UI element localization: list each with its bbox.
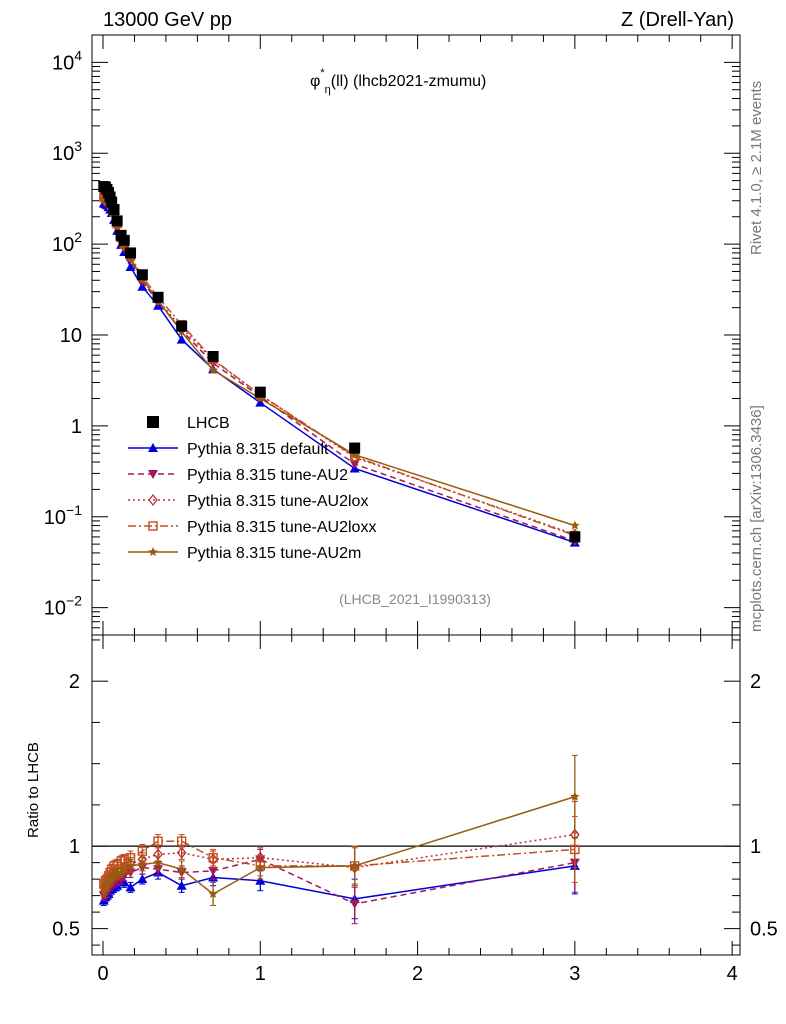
ratio-point-4	[349, 860, 360, 870]
y-tick-label: 102	[52, 229, 82, 256]
data-point	[569, 531, 581, 543]
y-tick-label: 10−1	[44, 502, 82, 529]
legend-label-0: Pythia 8.315 default	[187, 441, 329, 458]
ratio-point-2	[176, 846, 187, 859]
legend-marker-1	[148, 470, 158, 479]
y-tick-label: 1	[71, 416, 82, 438]
x-tick-label: 1	[255, 963, 266, 985]
y-tick-label: 104	[52, 47, 82, 74]
ratio-y-tick-label-right: 2	[750, 671, 761, 693]
legend-label-4: Pythia 8.315 tune-AU2m	[187, 545, 361, 562]
ratio-y-tick-label-right: 0.5	[750, 919, 778, 941]
series-point-0	[125, 262, 136, 272]
legend-marker-3	[148, 521, 158, 531]
x-tick-label: 4	[727, 963, 738, 985]
data-point	[111, 215, 123, 227]
legend-marker-0	[148, 443, 158, 452]
data-point	[207, 350, 219, 362]
series-point-4	[349, 449, 360, 459]
legend-marker-data	[147, 416, 159, 428]
ratio-y-axis-label: Ratio to LHCB	[25, 742, 42, 838]
ratio-point-3	[153, 836, 163, 846]
ratio-point-3	[176, 836, 187, 846]
y-tick-label: 10−2	[44, 593, 82, 620]
ratio-point-1	[349, 899, 360, 909]
ratio-point-4	[125, 860, 136, 870]
data-point	[118, 234, 130, 246]
ratio-point-3	[137, 846, 148, 856]
energy-label: 13000 GeV pp	[103, 9, 232, 31]
legend-marker-4	[148, 547, 158, 556]
series-point-0	[255, 397, 266, 407]
ratio-point-3	[208, 852, 218, 863]
ratio-y-tick-label-right: 1	[750, 836, 761, 858]
data-point	[176, 320, 188, 332]
series-point-4	[208, 365, 218, 375]
data-point	[254, 386, 266, 398]
ratio-point-0	[255, 875, 266, 885]
ratio-line-2	[103, 833, 576, 888]
ratio-y-tick-label: 2	[69, 671, 80, 693]
data-point	[125, 247, 137, 259]
ratio-line-3	[103, 840, 575, 885]
legend-label-1: Pythia 8.315 tune-AU2	[187, 467, 348, 484]
chart-title: φ*η(ll) (lhcb2021-zmumu)	[310, 67, 486, 96]
series-line-0	[103, 202, 576, 544]
legend-label-data: LHCB	[187, 415, 230, 432]
ratio-point-4	[116, 867, 126, 877]
data-point	[108, 204, 120, 216]
data-point	[136, 269, 148, 281]
legend-label-2: Pythia 8.315 tune-AU2lox	[187, 493, 368, 510]
ratio-point-0	[125, 882, 136, 892]
ratio-point-1	[208, 866, 219, 876]
ratio-point-4	[119, 864, 129, 874]
ratio-y-tick-label: 0.5	[52, 919, 80, 941]
legend-marker-2	[148, 493, 158, 507]
ratio-point-4	[570, 791, 580, 801]
series-point-0	[176, 334, 187, 344]
ratio-point-3	[116, 856, 126, 866]
y-tick-label: 103	[52, 138, 82, 165]
process-label: Z (Drell-Yan)	[621, 9, 734, 31]
ratio-plot-frame	[91, 634, 741, 956]
series-point-1	[349, 460, 360, 470]
ratio-point-4	[153, 857, 163, 867]
ratio-point-4	[255, 862, 265, 872]
legend-label-3: Pythia 8.315 tune-AU2loxx	[187, 519, 376, 536]
ratio-y-tick-label: 1	[69, 836, 80, 858]
series-point-4	[255, 393, 265, 403]
ratio-point-0	[137, 874, 148, 884]
data-point	[349, 442, 361, 454]
series-line-1	[103, 200, 576, 542]
x-tick-label: 3	[569, 963, 580, 985]
x-tick-label: 2	[412, 963, 423, 985]
ratio-point-4	[208, 889, 218, 898]
ratio-point-4	[109, 869, 119, 879]
ratio-point-3	[570, 844, 580, 855]
x-tick-label: 0	[97, 963, 108, 985]
y-tick-label: 10	[60, 325, 82, 347]
data-point	[152, 291, 164, 303]
ratio-point-0	[176, 880, 187, 890]
ratio-point-4	[176, 864, 187, 874]
data-point	[106, 196, 118, 208]
series-point-4	[570, 520, 580, 530]
ratio-line-4	[103, 795, 576, 895]
ratio-point-4	[137, 859, 148, 869]
analysis-id-label: (LHCB_2021_I1990313)	[339, 591, 491, 607]
series-line-3	[103, 196, 576, 537]
